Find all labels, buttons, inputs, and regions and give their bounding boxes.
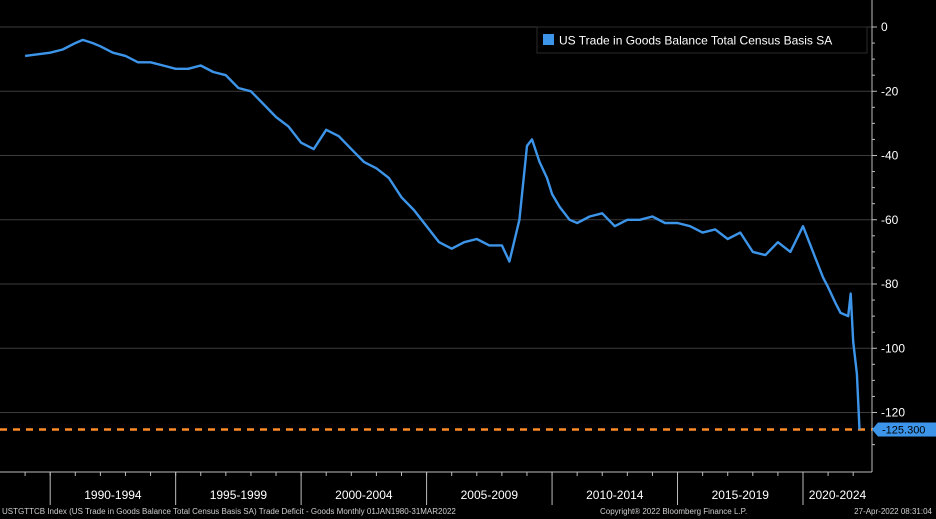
x-tick-label: 2010-2014 [586,488,644,502]
last-value-tag: -125.300 [872,422,936,437]
footer-copyright-text: Copyright® 2022 Bloomberg Finance L.P. [600,507,748,516]
y-tick-label: 0 [881,20,888,34]
legend: US Trade in Goods Balance Total Census B… [536,26,868,54]
legend-swatch [543,34,554,45]
x-tick-label: 2015-2019 [712,488,770,502]
x-tick-label: 1990-1994 [84,488,142,502]
last-value-box [878,422,936,437]
y-tick-label: -40 [881,149,899,163]
last-value-label: -125.300 [882,425,925,437]
x-tick-label: 2005-2009 [461,488,519,502]
y-tick-label: -20 [881,84,899,98]
footer-bar: USTGTTCB Index (US Trade in Goods Balanc… [0,505,936,519]
y-tick-label: -60 [881,213,899,227]
y-tick-label: -80 [881,277,899,291]
footer-source-text: USTGTTCB Index (US Trade in Goods Balanc… [2,507,456,516]
y-tick-label: -100 [881,341,905,355]
x-tick-label: 2020-2024 [809,488,867,502]
footer-timestamp-text: 27-Apr-2022 08:31:04 [854,507,932,516]
series-line [24,38,861,430]
legend-label: US Trade in Goods Balance Total Census B… [559,34,832,48]
legend-box [536,26,868,54]
last-value-pointer [872,422,878,437]
x-tick-label: 1995-1999 [210,488,268,502]
y-tick-label: -120 [881,406,905,420]
x-tick-label: 2000-2004 [335,488,393,502]
